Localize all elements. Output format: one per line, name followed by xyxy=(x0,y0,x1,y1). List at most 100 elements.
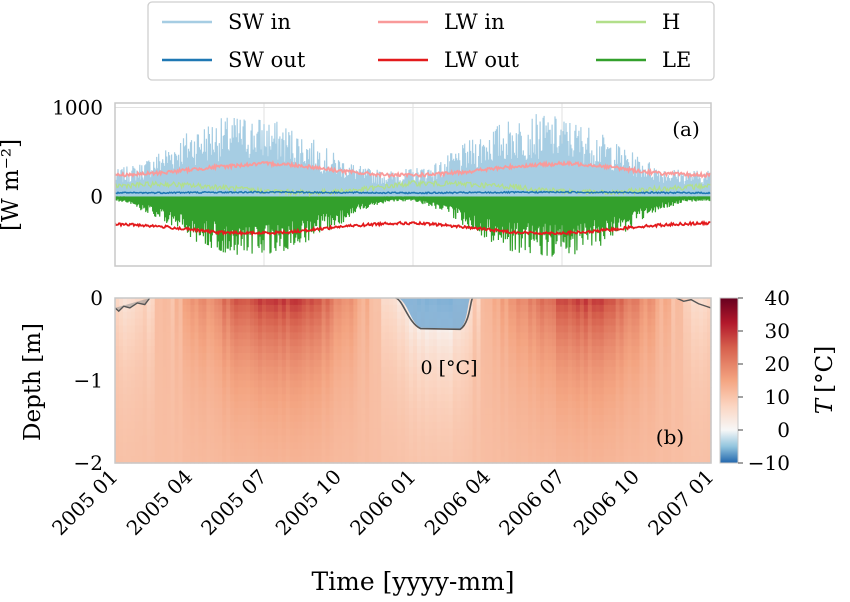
heatmap-cell xyxy=(540,373,545,382)
heatmap-cell xyxy=(246,298,251,306)
heatmap-cell xyxy=(341,359,347,368)
heatmap-cell xyxy=(166,435,172,443)
heatmap-cell xyxy=(277,442,283,450)
heatmap-cell xyxy=(591,318,597,327)
heatmap-cell xyxy=(361,346,366,354)
heatmap-cell xyxy=(436,442,442,450)
heatmap-cell xyxy=(230,449,235,457)
heatmap-cell xyxy=(544,387,549,395)
heatmap-cell xyxy=(691,311,696,320)
heatmap-cell xyxy=(154,311,160,320)
heatmap-cell xyxy=(289,394,295,402)
heatmap-cell xyxy=(452,456,458,464)
heatmap-cell xyxy=(254,359,259,368)
heatmap-cell xyxy=(389,449,394,457)
heatmap-cell xyxy=(464,359,470,368)
heatmap-cell xyxy=(238,414,243,423)
heatmap-cell xyxy=(222,318,227,327)
heatmap-cell xyxy=(226,311,231,320)
heatmap-cell xyxy=(309,359,315,368)
heatmap-cell xyxy=(198,332,204,340)
heatmap-cell xyxy=(448,339,454,347)
heatmap-cell xyxy=(305,449,311,457)
heatmap-cell xyxy=(130,449,136,457)
heatmap-cell xyxy=(468,318,474,327)
heatmap-cell xyxy=(587,366,593,375)
heatmap-cell xyxy=(305,359,311,368)
heatmap-cell xyxy=(246,325,251,333)
heatmap-cell xyxy=(134,442,140,450)
heatmap-cell xyxy=(567,373,573,382)
heatmap-cell xyxy=(405,449,410,457)
heatmap-cell xyxy=(679,373,684,382)
heatmap-cell xyxy=(321,456,327,464)
heatmap-cell xyxy=(587,435,593,443)
heatmap-cell xyxy=(222,442,227,450)
heatmap-cell xyxy=(667,346,672,354)
heatmap-cell xyxy=(361,456,366,464)
heatmap-cell xyxy=(178,435,184,443)
heatmap-cell xyxy=(595,449,601,457)
heatmap-cell xyxy=(269,435,275,443)
heatmap-cell xyxy=(353,394,358,402)
heatmap-cell xyxy=(623,304,629,313)
heatmap-cell xyxy=(166,373,172,382)
heatmap-cell xyxy=(464,394,470,402)
heatmap-cell xyxy=(464,339,470,347)
heatmap-cell xyxy=(556,346,561,354)
heatmap-cell xyxy=(146,353,152,361)
heatmap-cell xyxy=(269,456,275,464)
heatmap-cell xyxy=(476,401,482,409)
heatmap-cell xyxy=(385,442,390,450)
heatmap-cell xyxy=(158,456,164,464)
heatmap-cell xyxy=(548,394,553,402)
heatmap-cell xyxy=(464,346,470,354)
heatmap-cell xyxy=(488,339,494,347)
heatmap-cell xyxy=(337,380,343,388)
heatmap-cell xyxy=(289,373,295,382)
heatmap-cell xyxy=(536,359,541,368)
heatmap-cell xyxy=(687,380,692,388)
heatmap-cell xyxy=(508,435,513,443)
heatmap-cell xyxy=(512,449,517,457)
heatmap-cell xyxy=(273,346,279,354)
heatmap-cell xyxy=(178,366,184,375)
heatmap-cell xyxy=(361,428,366,437)
heatmap-cell xyxy=(468,325,474,333)
heatmap-cell xyxy=(691,449,696,457)
heatmap-cell xyxy=(413,366,418,375)
heatmap-cell xyxy=(289,435,295,443)
heatmap-cell xyxy=(246,421,251,430)
heatmap-cell xyxy=(691,414,696,423)
heatmap-cell xyxy=(369,394,374,402)
heatmap-cell xyxy=(504,449,509,457)
heatmap-cell xyxy=(464,449,470,457)
heatmap-cell xyxy=(246,380,251,388)
heatmap-cell xyxy=(246,373,251,382)
heatmap-cell xyxy=(639,339,645,347)
heatmap-cell xyxy=(258,442,263,450)
heatmap-cell xyxy=(162,298,168,306)
heatmap-cell xyxy=(571,304,577,313)
heatmap-cell xyxy=(254,428,259,437)
heatmap-cell xyxy=(258,311,263,320)
heatmap-cell xyxy=(115,414,120,423)
heatmap-cell xyxy=(444,359,450,368)
heatmap-cell xyxy=(444,442,450,450)
heatmap-cell xyxy=(409,318,414,327)
heatmap-cell xyxy=(265,366,271,375)
heatmap-cell xyxy=(635,332,641,340)
heatmap-cell xyxy=(182,401,188,409)
heatmap-cell xyxy=(154,318,160,327)
heatmap-cell xyxy=(691,387,696,395)
heatmap-cell xyxy=(472,318,478,327)
heatmap-cell xyxy=(234,332,239,340)
heatmap-cell xyxy=(281,346,287,354)
heatmap-cell xyxy=(262,380,267,388)
heatmap-cell xyxy=(365,428,370,437)
heatmap-cell xyxy=(679,401,684,409)
heatmap-cell xyxy=(552,394,557,402)
heatmap-cell xyxy=(345,456,351,464)
heatmap-cell xyxy=(528,318,533,327)
heatmap-cell xyxy=(178,408,184,416)
